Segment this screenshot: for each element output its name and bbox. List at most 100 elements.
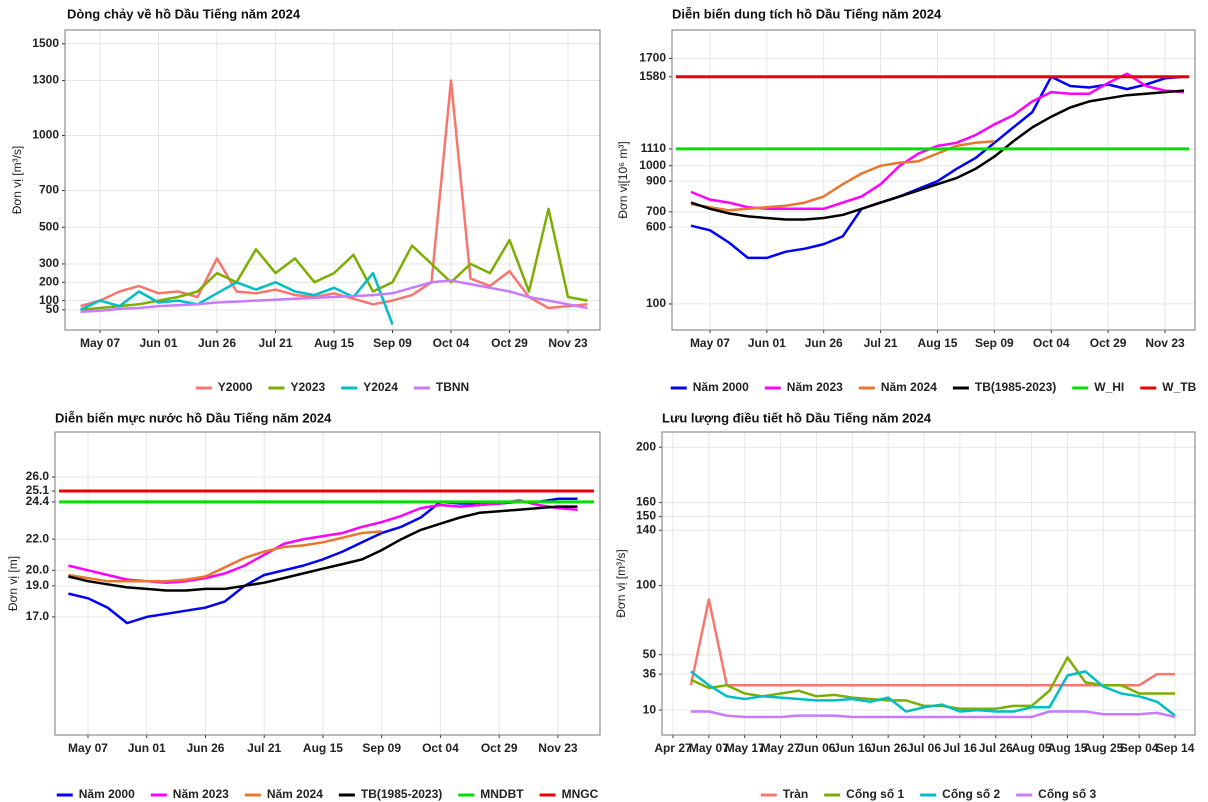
y-tick-label: 300 [39,256,59,270]
y-tick-label: 1500 [32,36,59,50]
y-tick-label: 140 [636,522,656,536]
y-tick-label: 19.0 [26,578,50,592]
legend-label: MNGC [562,787,599,801]
x-tick-label: May 07 [80,336,120,350]
legend-label: Cống số 2 [942,787,1000,801]
x-tick-label: Oct 29 [491,336,528,350]
x-tick-label: Jun 16 [833,741,871,755]
y-tick-label: 100 [636,578,656,592]
y-tick-label: 900 [646,173,666,187]
y-tick-label: 200 [39,274,59,288]
y-tick-label: 700 [39,183,59,197]
x-tick-label: May 07 [690,336,730,350]
x-tick-label: Aug 15 [314,336,354,350]
x-tick-label: May 17 [725,741,765,755]
y-tick-label: 1110 [641,141,667,155]
series-line [80,279,588,313]
x-tick-label: Jun 01 [748,336,786,350]
x-tick-label: Jun 26 [186,741,224,755]
x-tick-label: Jun 01 [128,741,166,755]
legend: Y2000 Y2023 Y2024 TBNN [195,380,469,394]
legend-label: Năm 2000 [693,380,749,394]
chart: Diễn biến dung tích hồ Dầu Tiếng năm 202… [616,6,1196,394]
x-tick-label: Sep 14 [1156,741,1195,755]
chart-title: Dòng chảy về hồ Dầu Tiếng năm 2024 [67,6,301,21]
x-tick-label: Jun 26 [198,336,236,350]
legend-label: Năm 2024 [267,787,323,801]
legend-label: TBNN [436,380,469,394]
legend-label: W_TB [1162,380,1196,394]
x-tick-label: Sep 09 [975,336,1014,350]
legend-label: MNDBT [480,787,524,801]
x-tick-label: Aug 05 [1012,741,1052,755]
x-tick-label: Jun 26 [805,336,843,350]
x-tick-label: Jul 21 [258,336,292,350]
y-tick-label: 25.1 [26,483,50,497]
legend-label: Cống số 3 [1038,787,1096,801]
y-tick-label: 10 [643,702,657,716]
x-tick-label: Oct 29 [1090,336,1127,350]
y-axis-label: Đơn vị[10⁶ m³] [616,141,630,219]
series-line [80,79,588,310]
y-tick-label: 700 [646,204,666,218]
x-tick-label: Oct 04 [433,336,470,350]
x-tick-label: Oct 04 [422,741,459,755]
y-tick-label: 17.0 [26,609,50,623]
plot-panel [661,431,1196,736]
chart: Dòng chảy về hồ Dầu Tiếng năm 2024 Đơn vị… [10,6,601,394]
y-tick-label: 150 [636,509,656,523]
x-tick-label: Nov 23 [1145,336,1185,350]
series-line [690,670,1176,717]
legend-label: W_HI [1094,380,1124,394]
legend-label: TB(1985-2023) [361,787,442,801]
y-tick-label: 50 [643,647,657,661]
legend-label: Năm 2024 [881,380,937,394]
x-tick-label: Aug 15 [917,336,957,350]
y-tick-label: 36 [643,666,657,680]
series-line [689,598,1175,687]
legend-label: Y2000 [218,380,253,394]
chart-title: Lưu lượng điều tiết hồ Dầu Tiếng năm 202… [662,410,932,425]
series-line [690,72,1185,211]
chart-title: Diễn biến dung tích hồ Dầu Tiếng năm 202… [672,6,942,21]
plot-border [671,29,1196,331]
legend-label: Cống số 1 [846,787,904,801]
x-tick-label: Jun 26 [869,741,907,755]
y-tick-label: 1580 [639,69,666,83]
legend: Năm 2000 Năm 2023 Năm 2024 TB(1985-2023) W_H… [670,380,1197,394]
legend-label: Y2024 [363,380,398,394]
legend: Năm 2000 Năm 2023 Năm 2024 TB(1985-2023) MND… [56,787,599,801]
x-tick-label: Jul 26 [979,741,1013,755]
x-tick-label: Jul 06 [907,741,941,755]
legend-label: Năm 2000 [79,787,135,801]
x-tick-label: Jun 01 [139,336,177,350]
plot-border [54,431,601,736]
y-tick-label: 600 [646,219,666,233]
series-line [80,207,588,312]
y-axis-label: Đơn vị [m³/s] [614,549,628,618]
x-tick-label: Oct 04 [1033,336,1070,350]
series-line [68,530,382,583]
x-tick-label: Jun 06 [797,741,835,755]
x-tick-label: Jul 21 [247,741,281,755]
plot-panel [54,431,601,736]
x-tick-label: Sep 09 [373,336,412,350]
legend-label: TB(1985-2023) [975,380,1056,394]
legend: Tràn Cống số 1 Cống số 2 Cống số 3 [760,787,1097,801]
y-tick-label: 20.0 [26,562,50,576]
y-tick-label: 160 [636,495,656,509]
y-tick-label: 100 [39,293,59,307]
x-tick-label: May 27 [761,741,801,755]
chart-title: Diễn biến mực nước hồ Dầu Tiếng năm 2024 [55,410,332,425]
y-tick-label: 100 [646,296,666,310]
plot-border [64,29,601,331]
x-tick-label: Aug 15 [303,741,343,755]
series-line [690,140,995,212]
x-tick-label: Nov 23 [548,336,588,350]
x-tick-label: Aug 25 [1083,741,1123,755]
x-tick-label: Jul 16 [943,741,977,755]
y-tick-label: 1000 [32,128,59,142]
legend-label: Năm 2023 [787,380,843,394]
x-tick-label: Nov 23 [538,741,578,755]
